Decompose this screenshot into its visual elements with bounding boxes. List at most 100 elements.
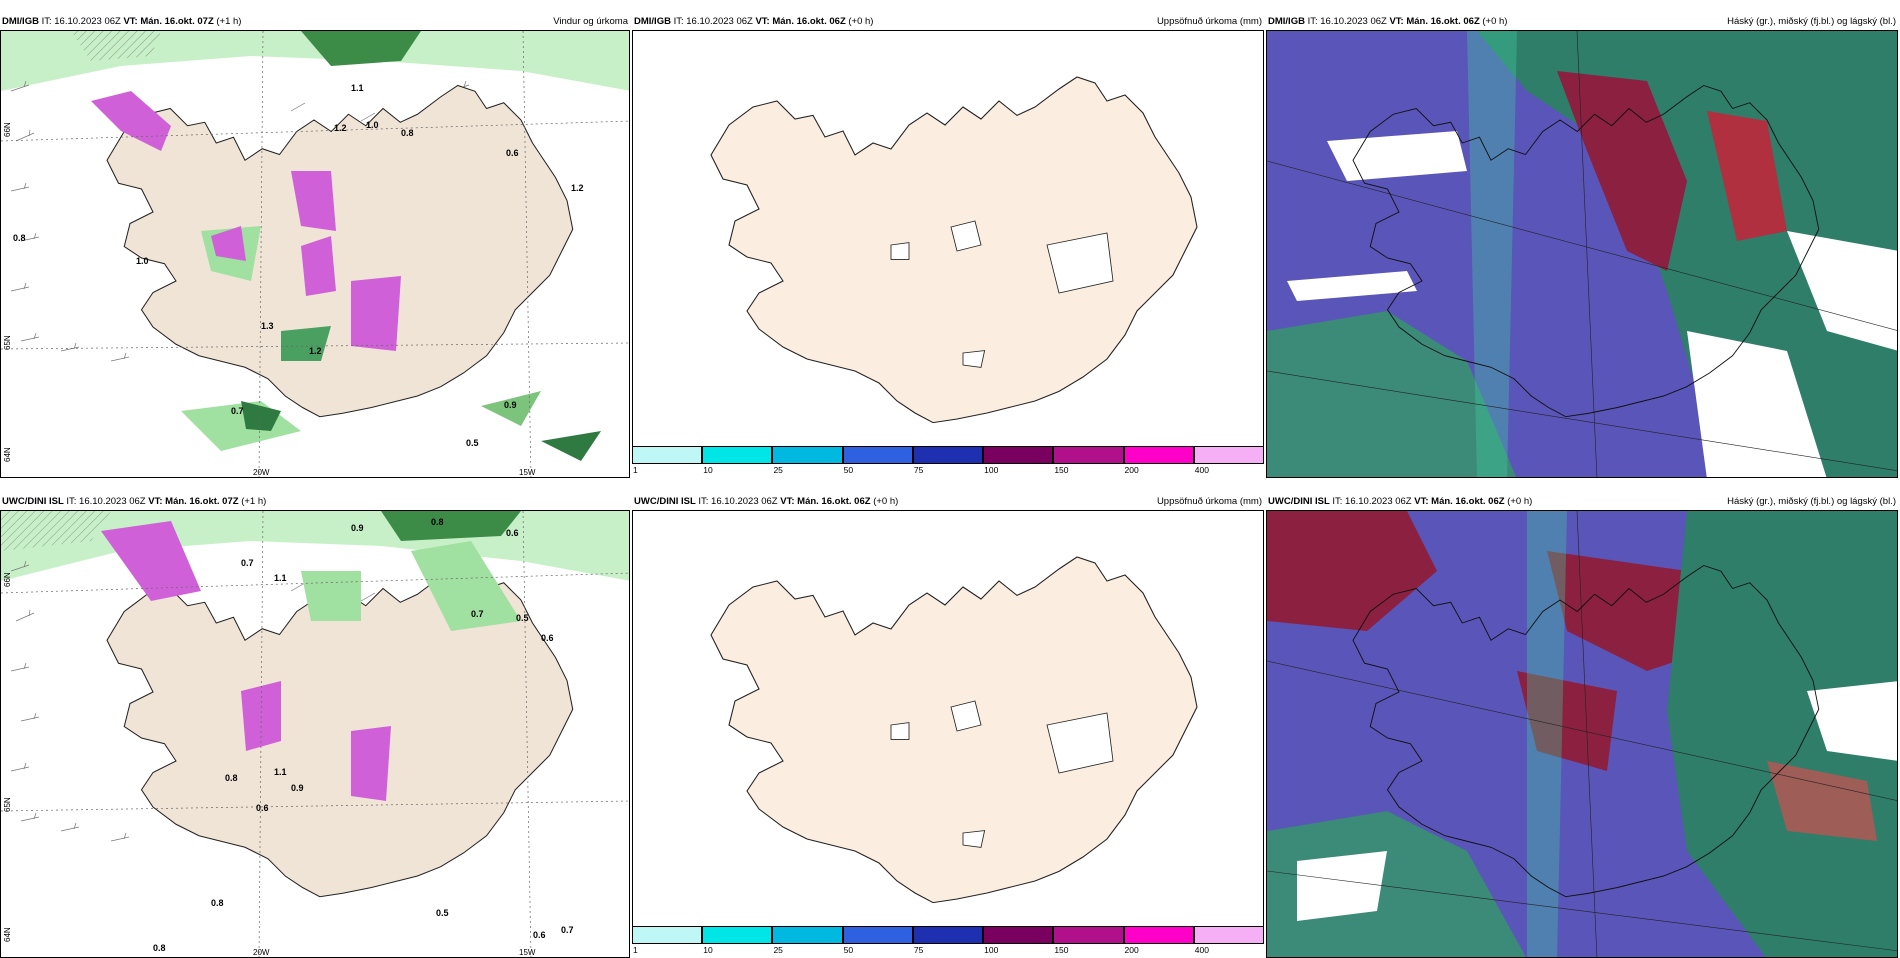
colorbar-tick: 150 bbox=[1054, 465, 1069, 475]
panel-clouds-uwc: UWC/DINI ISL IT: 16.10.2023 06Z VT: Mán.… bbox=[1266, 494, 1898, 958]
precip-label: 0.6 bbox=[506, 148, 519, 158]
panel-accum-precip-uwc: UWC/DINI ISL IT: 16.10.2023 06Z VT: Mán.… bbox=[632, 494, 1264, 955]
precip-label: 1.3 bbox=[261, 321, 274, 331]
colorbar-cell bbox=[632, 446, 703, 464]
precip-label: 0.8 bbox=[225, 773, 238, 783]
colorbar: 1 10 25 50 75 100 150 200 400 bbox=[632, 926, 1264, 956]
panel-accum-precip-dmi: DMI/IGB IT: 16.10.2023 06Z VT: Mán. 16.o… bbox=[632, 14, 1264, 475]
precip-label: 0.6 bbox=[256, 803, 269, 813]
valid-time: Mán. 16.okt. 07Z bbox=[140, 16, 214, 27]
model-name: UWC/DINI ISL bbox=[2, 496, 64, 507]
colorbar-cell bbox=[983, 926, 1054, 944]
map-accum-precip bbox=[632, 30, 1264, 446]
panel-header: UWC/DINI ISL IT: 16.10.2023 06Z VT: Mán.… bbox=[0, 494, 630, 510]
panel-header: UWC/DINI ISL IT: 16.10.2023 06Z VT: Mán.… bbox=[632, 494, 1264, 510]
panel-title: Háský (gr.), miðský (fj.bl.) og lágský (… bbox=[1727, 496, 1896, 507]
init-time: IT: 16.10.2023 06Z bbox=[673, 16, 753, 27]
model-name: DMI/IGB bbox=[2, 16, 39, 27]
colorbar-cell bbox=[632, 926, 703, 944]
precip-label: 0.6 bbox=[541, 633, 554, 643]
colorbar-tick: 10 bbox=[703, 465, 713, 475]
lat-label-66n: 66N bbox=[3, 572, 12, 587]
model-name: UWC/DINI ISL bbox=[634, 496, 696, 507]
precip-label: 1.2 bbox=[334, 123, 347, 133]
panel-header: UWC/DINI ISL IT: 16.10.2023 06Z VT: Mán.… bbox=[1266, 494, 1898, 510]
colorbar-cell bbox=[702, 446, 773, 464]
precip-label: 0.9 bbox=[291, 783, 304, 793]
lat-label-64n: 64N bbox=[3, 447, 12, 462]
panel-title: Uppsöfnuð úrkoma (mm) bbox=[1156, 496, 1262, 507]
valid-time: Mán. 16.okt. 06Z bbox=[1431, 496, 1505, 507]
colorbar-tick: 100 bbox=[984, 945, 999, 955]
colorbar-tick: 150 bbox=[1054, 945, 1069, 955]
colorbar-cell bbox=[772, 926, 843, 944]
precip-label: 1.0 bbox=[136, 256, 149, 266]
colorbar-tick: 400 bbox=[1194, 465, 1209, 475]
colorbar-cell bbox=[912, 926, 984, 944]
valid-time-label: VT: bbox=[755, 16, 770, 27]
precip-label: 0.7 bbox=[241, 558, 254, 568]
panel-wind-precip-uwc: UWC/DINI ISL IT: 16.10.2023 06Z VT: Mán.… bbox=[0, 494, 630, 958]
precip-label: 0.5 bbox=[516, 613, 529, 623]
lon-label-15w: 15W bbox=[519, 948, 536, 957]
precip-label: 0.8 bbox=[211, 898, 224, 908]
precip-label: 0.9 bbox=[351, 523, 364, 533]
colorbar-tick: 10 bbox=[703, 945, 713, 955]
map-wind-precip: 0.9 0.8 0.6 0.7 1.1 0.7 0.5 0.6 0.8 1.1 … bbox=[0, 510, 630, 958]
colorbar-cell bbox=[983, 446, 1054, 464]
precip-label: 1.2 bbox=[571, 183, 584, 193]
panel-header: DMI/IGB IT: 16.10.2023 06Z VT: Mán. 16.o… bbox=[632, 14, 1264, 30]
init-time: IT: 16.10.2023 06Z bbox=[698, 496, 778, 507]
colorbar-tick: 100 bbox=[984, 465, 999, 475]
lead-time: (+0 h) bbox=[873, 496, 899, 507]
colorbar-tick: 50 bbox=[843, 945, 854, 955]
colorbar-tick: 400 bbox=[1194, 945, 1209, 955]
precip-label: 0.7 bbox=[561, 925, 574, 935]
colorbar-cell bbox=[1053, 446, 1124, 464]
colorbar-tick: 75 bbox=[913, 945, 924, 955]
colorbar-cell bbox=[1193, 926, 1264, 944]
precip-label: 0.7 bbox=[231, 406, 244, 416]
colorbar-cell bbox=[1053, 926, 1124, 944]
panel-title: Uppsöfnuð úrkoma (mm) bbox=[1156, 16, 1262, 27]
lat-label-65n: 65N bbox=[3, 797, 12, 812]
colorbar-tick: 200 bbox=[1124, 465, 1139, 475]
colorbar-tick: 1 bbox=[633, 945, 638, 955]
valid-time-label: VT: bbox=[148, 496, 163, 507]
precip-label: 1.2 bbox=[309, 346, 322, 356]
precip-label: 0.6 bbox=[506, 528, 519, 538]
precip-label: 0.8 bbox=[153, 943, 166, 953]
map-clouds bbox=[1266, 30, 1898, 478]
precip-label: 1.1 bbox=[274, 573, 287, 583]
colorbar-cell bbox=[842, 446, 913, 464]
panel-header: DMI/IGB IT: 16.10.2023 06Z VT: Mán. 16.o… bbox=[1266, 14, 1898, 30]
lead-time: (+0 h) bbox=[1507, 496, 1533, 507]
valid-time-label: VT: bbox=[1389, 16, 1404, 27]
colorbar-tick: 50 bbox=[843, 465, 854, 475]
colorbar-tick: 25 bbox=[773, 465, 783, 475]
init-time: IT: 16.10.2023 06Z bbox=[41, 16, 121, 27]
lat-label-64n: 64N bbox=[3, 927, 12, 942]
panel-title: Háský (gr.), miðský (fj.bl.) og lágský (… bbox=[1727, 16, 1896, 27]
map-wind-precip: 1.1 1.2 1.0 0.8 0.6 1.2 0.8 1.3 1.2 0.7 … bbox=[0, 30, 630, 478]
init-time: IT: 16.10.2023 06Z bbox=[1307, 16, 1387, 27]
valid-time-label: VT: bbox=[123, 16, 138, 27]
valid-time: Mán. 16.okt. 06Z bbox=[1406, 16, 1480, 27]
lead-time: (+1 h) bbox=[241, 496, 267, 507]
precip-label: 0.5 bbox=[436, 908, 449, 918]
precip-label: 0.8 bbox=[13, 233, 26, 243]
colorbar-tick: 75 bbox=[913, 465, 924, 475]
lat-label-65n: 65N bbox=[3, 335, 12, 350]
lead-time: (+0 h) bbox=[848, 16, 874, 27]
valid-time: Mán. 16.okt. 06Z bbox=[797, 496, 871, 507]
map-accum-precip bbox=[632, 510, 1264, 926]
precip-label: 0.8 bbox=[401, 128, 414, 138]
lon-label-20w: 20W bbox=[253, 948, 270, 957]
colorbar: 1 10 25 50 75 100 150 200 400 bbox=[632, 446, 1264, 476]
colorbar-cell bbox=[842, 926, 913, 944]
precip-label: 0.6 bbox=[533, 930, 546, 940]
lead-time: (+0 h) bbox=[1482, 16, 1508, 27]
panel-header: DMI/IGB IT: 16.10.2023 06Z VT: Mán. 16.o… bbox=[0, 14, 630, 30]
precip-label: 1.1 bbox=[351, 83, 364, 93]
colorbar-cell bbox=[912, 446, 984, 464]
